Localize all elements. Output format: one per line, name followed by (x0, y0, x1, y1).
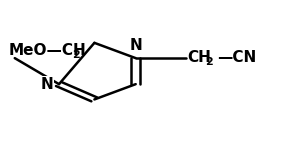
Text: CH: CH (187, 50, 211, 65)
Text: —CN: —CN (217, 50, 256, 65)
Text: N: N (40, 77, 53, 92)
Text: N: N (129, 38, 142, 53)
Text: 2: 2 (206, 57, 213, 67)
Text: MeO—CH: MeO—CH (9, 43, 87, 58)
Text: 2: 2 (72, 50, 80, 60)
